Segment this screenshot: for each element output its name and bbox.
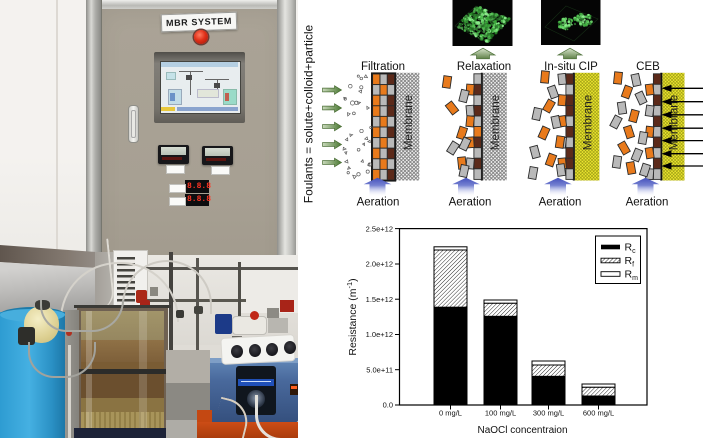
svg-text:600 mg/L: 600 mg/L (583, 409, 614, 418)
svg-text:2.5e+12: 2.5e+12 (366, 224, 393, 233)
svg-text:Aeration: Aeration (626, 197, 669, 209)
svg-text:Membrane: Membrane (402, 95, 415, 150)
svg-text:Membrane: Membrane (581, 95, 594, 150)
svg-text:In-situ CIP: In-situ CIP (544, 61, 598, 73)
svg-text:Rc: Rc (625, 242, 637, 256)
svg-text:100 mg/L: 100 mg/L (485, 409, 516, 418)
svg-text:Rf: Rf (625, 255, 635, 269)
svg-text:2.0e+12: 2.0e+12 (366, 260, 393, 269)
svg-text:Foulants = solute+colloid+part: Foulants = solute+colloid+particle (302, 24, 316, 203)
svg-text:Membrane: Membrane (489, 95, 502, 150)
svg-text:CEB: CEB (636, 61, 660, 73)
svg-text:0.0: 0.0 (383, 401, 393, 410)
svg-text:Aeration: Aeration (539, 197, 582, 209)
svg-text:5.0e+11: 5.0e+11 (366, 365, 393, 374)
svg-text:1.5e+12: 1.5e+12 (366, 295, 393, 304)
svg-text:Relaxation: Relaxation (457, 61, 511, 73)
svg-text:0 mg/L: 0 mg/L (439, 409, 462, 418)
svg-text:Aeration: Aeration (449, 197, 492, 209)
svg-text:Aeration: Aeration (357, 197, 400, 209)
svg-text:NaOCl concentraion: NaOCl concentraion (477, 425, 567, 436)
svg-text:Resistance (m-1): Resistance (m-1) (345, 278, 359, 355)
svg-text:1.0e+12: 1.0e+12 (366, 330, 393, 339)
svg-text:Filtration: Filtration (361, 61, 405, 73)
svg-text:300 mg/L: 300 mg/L (533, 409, 564, 418)
svg-text:Membrane: Membrane (668, 95, 681, 150)
